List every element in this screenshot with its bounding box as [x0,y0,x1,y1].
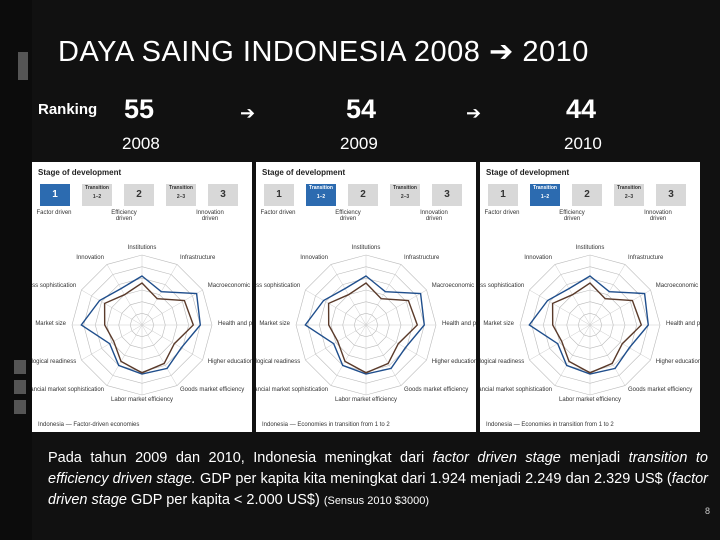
panel-legend: Indonesia — Economies in transition from… [262,422,390,428]
radar-axis-label: Innovation [300,255,328,261]
stage-label: Factor driven [484,210,520,216]
stage-label: Efficiency driven [559,210,585,222]
stage-box: Transition 2–3 [614,184,644,206]
deco-bar [14,360,26,374]
stage-label: Innovation driven [196,210,224,222]
panel-title: Stage of development [38,168,122,177]
stage-label: Innovation driven [420,210,448,222]
panel-title: Stage of development [486,168,570,177]
radar-chart: Institutions Infrastructure Macroeconomic … [32,245,252,403]
caption-text: Pada tahun 2009 dan 2010, Indonesia meni… [48,450,709,508]
stage-box: 3 [432,184,462,206]
radar-axis-label: Macroeconomic stability [656,283,700,289]
radar-axis-label: Technological readiness [480,359,524,365]
stage-label: Factor driven [36,210,72,216]
stage-label: Efficiency driven [335,210,361,222]
radar-axis-label: Health and primary education [218,321,252,327]
radar-axis-label: Technological readiness [32,359,76,365]
radar-axis-label: Infrastructure [628,255,664,261]
arrow-icon: ➔ [240,103,256,123]
radar-axis-label: Market size [483,321,514,327]
radar-axis-label: Goods market efficiency [628,387,692,393]
radar-axis-label: Health and primary education [666,321,700,327]
radar-series [103,282,195,374]
stage-box: Transition 1–2 [306,184,336,206]
stage-label: Efficiency driven [111,210,137,222]
year-2009: 2009 [340,134,378,153]
stage-box: 1 [264,184,294,206]
radar-axis-label: Higher education and training [208,359,252,365]
left-sidebar [0,0,32,540]
radar-axis-label: Institutions [576,245,605,251]
radar-axis-label: Labor market efficiency [335,397,397,403]
deco-bar [14,380,26,394]
radar-axis-label: Technological readiness [256,359,300,365]
radar-axis-label: Institutions [128,245,157,251]
year-2008: 2008 [122,134,160,153]
stage-box: 3 [208,184,238,206]
radar-axis-label: Labor market efficiency [111,397,173,403]
radar-axis-label: Financial market sophistication [32,387,104,393]
panel-title: Stage of development [262,168,346,177]
ranking-label: Ranking [38,101,98,118]
stage-box: 2 [348,184,378,206]
page-number: 8 [704,506,710,516]
stage-box: 3 [656,184,686,206]
radar-axis-label: Financial market sophistication [256,387,328,393]
radar-axis-label: Macroeconomic stability [432,283,476,289]
stage-box: 2 [572,184,602,206]
deco-bar [18,52,28,80]
rank-2009: 54 [346,94,377,124]
stage-box: Transition 1–2 [82,184,112,206]
slide-title: DAYA SAING INDONESIA 2008 ➔ 2010 [58,34,589,69]
stage-box: 1 [40,184,70,206]
year-2010: 2010 [564,134,602,153]
stage-label: Factor driven [260,210,296,216]
competitiveness-panel: Stage of development 1 Transition 1–2 2 Tran… [32,162,252,432]
rank-2010: 44 [566,94,597,124]
census-note: (Sensus 2010 $3000) [323,495,429,507]
radar-axis-label: Higher education and training [432,359,476,365]
competitiveness-panel: Stage of development 1 Transition 1–2 2 Tran… [480,162,700,432]
stage-box: Transition 2–3 [390,184,420,206]
radar-chart: Institutions Infrastructure Macroeconomic … [480,245,700,403]
radar-axis-label: Goods market efficiency [404,387,468,393]
radar-axis-label: Innovation [524,255,552,261]
arrow-icon: ➔ [466,103,482,123]
radar-axis-label: Market size [259,321,290,327]
arrow-icon: ➔ [489,36,514,68]
radar-chart: Institutions Infrastructure Macroeconomic … [256,245,476,403]
radar-axis-label: Labor market efficiency [559,397,621,403]
radar-axis-label: Health and primary education [442,321,476,327]
stage-box: 1 [488,184,518,206]
radar-axis-label: Macroeconomic stability [208,283,252,289]
radar-axis-label: Market size [35,321,66,327]
stage-box: Transition 2–3 [166,184,196,206]
competitiveness-panel: Stage of development 1 Transition 1–2 2 Tran… [256,162,476,432]
radar-series [80,275,202,375]
radar-axis-label: Infrastructure [404,255,440,261]
rank-2008: 55 [124,94,155,124]
title-prefix: DAYA SAING INDONESIA 2008 [58,36,481,68]
panel-legend: Indonesia — Economies in transition from… [486,422,614,428]
radar-axis-label: Business sophistication [32,283,76,289]
radar-series [528,275,650,375]
radar-axis-label: Institutions [352,245,381,251]
stage-label: Innovation driven [644,210,672,222]
radar-axis-label: Business sophistication [256,283,300,289]
stage-box: Transition 1–2 [530,184,560,206]
radar-axis-label: Innovation [76,255,104,261]
radar-axis-label: Higher education and training [656,359,700,365]
title-suffix: 2010 [522,36,589,68]
radar-axis-label: Goods market efficiency [180,387,244,393]
radar-axis-label: Infrastructure [180,255,216,261]
panel-legend: Indonesia — Factor-driven economies [38,422,140,428]
radar-series [551,282,643,374]
radar-axis-label: Business sophistication [480,283,524,289]
radar-series [327,282,419,374]
radar-axis-label: Financial market sophistication [480,387,552,393]
stage-box: 2 [124,184,154,206]
deco-bar [14,400,26,414]
radar-series [304,275,426,375]
